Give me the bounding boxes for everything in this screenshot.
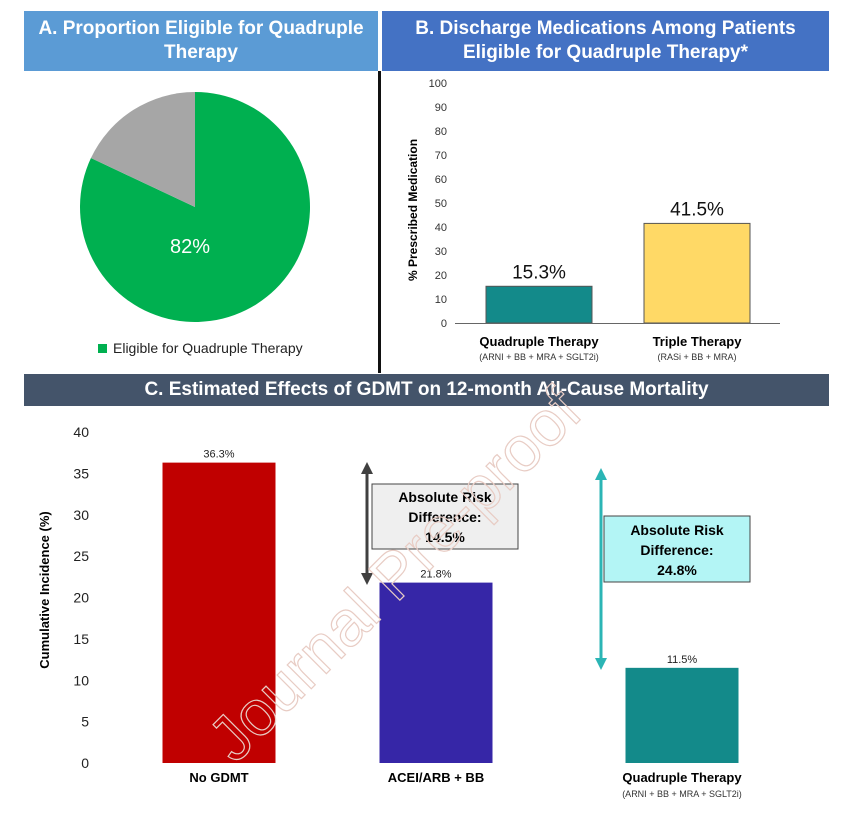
- risk-difference-2-line2: Difference:: [640, 542, 713, 558]
- panel-c-y-tick: 30: [73, 507, 89, 523]
- panel-b-category-triple: Triple Therapy: [653, 334, 743, 349]
- panel-c-y-tick: 15: [73, 631, 89, 647]
- bar-chart-c: 0 5 10 15 20 25 30 35 40 36.3% 21.8% 11.5%: [73, 424, 739, 771]
- panel-b-title: B. Discharge Medications Among Patients …: [382, 11, 829, 71]
- panel-c-category-quadruple: Quadruple Therapy: [622, 770, 742, 785]
- panel-b-y-tick: 50: [435, 198, 447, 210]
- panel-c-bar-2: [625, 667, 739, 763]
- panel-b-sublabel-triple: (RASi + BB + MRA): [657, 352, 736, 362]
- panel-c-sublabel-quadruple: (ARNI + BB + MRA + SGLT2i): [622, 789, 742, 799]
- panel-b-y-tick: 60: [435, 174, 447, 186]
- panel-c-category-acei: ACEI/ARB + BB: [388, 770, 484, 785]
- pie-legend: Eligible for Quadruple Therapy: [98, 340, 303, 356]
- panel-c-category-no-gdmt: No GDMT: [189, 770, 248, 785]
- risk-difference-box-2: [603, 515, 751, 583]
- panel-c-data-label-2: 11.5%: [667, 654, 698, 666]
- panel-b-y-tick: 90: [435, 102, 447, 114]
- panel-a-title: A. Proportion Eligible for Quadruple The…: [24, 11, 378, 71]
- panel-c-title: C. Estimated Effects of GDMT on 12-month…: [24, 374, 829, 406]
- panel-b-y-axis-label: % Prescribed Medication: [406, 139, 420, 281]
- panel-divider: [378, 71, 381, 373]
- panel-c-y-axis-label: Cumulative Incidence (%): [37, 511, 52, 668]
- panel-b-y-tick: 10: [435, 294, 447, 306]
- panel-c-y-tick: 5: [81, 714, 89, 730]
- panel-b-y-tick: 30: [435, 246, 447, 258]
- bar-chart-b: 0 10 20 30 40 50 60 70 80 90 100 15.3% 41.5%: [429, 78, 780, 330]
- risk-difference-box-1: [371, 483, 519, 550]
- panel-b-y-tick: 20: [435, 270, 447, 282]
- pie-slice-other: [90, 92, 195, 207]
- panel-b-sublabel-quadruple: (ARNI + BB + MRA + SGLT2i): [479, 352, 599, 362]
- panel-b-category-quadruple: Quadruple Therapy: [479, 334, 599, 349]
- panel-b-y-tick: 40: [435, 222, 447, 234]
- panel-c-y-tick: 35: [73, 465, 89, 481]
- panel-b-bar-0: [485, 285, 593, 324]
- risk-difference-1-line1: Absolute Risk: [398, 489, 492, 505]
- pie-percent-label: 82%: [170, 236, 210, 258]
- panel-b-data-label-1: 41.5%: [670, 199, 724, 220]
- panel-c-bar-0: [162, 462, 276, 763]
- risk-difference-1-value: 14.5%: [425, 529, 465, 545]
- panel-b-y-tick: 0: [441, 318, 447, 330]
- risk-difference-2-value: 24.8%: [657, 562, 697, 578]
- panel-c-data-label-1: 21.8%: [420, 569, 451, 581]
- panel-b-data-label-0: 15.3%: [512, 262, 566, 283]
- panel-c-y-tick: 40: [73, 424, 89, 440]
- panel-c-y-tick: 0: [81, 755, 89, 771]
- panel-b-y-tick: 100: [429, 78, 447, 90]
- panel-b-y-tick: 80: [435, 126, 447, 138]
- risk-difference-2-line1: Absolute Risk: [630, 522, 724, 538]
- panel-b-bar-1: [643, 222, 751, 324]
- panel-c-bar-1: [379, 582, 493, 763]
- panel-c-y-tick: 20: [73, 590, 89, 606]
- panel-c-y-tick: 10: [73, 672, 89, 688]
- risk-difference-arrow-2: Absolute Risk Difference: 24.8%: [595, 468, 751, 670]
- risk-difference-1-line2: Difference:: [408, 509, 481, 525]
- panel-b-y-tick: 70: [435, 150, 447, 162]
- panel-c-data-label-0: 36.3%: [203, 449, 234, 461]
- legend-label-eligible: Eligible for Quadruple Therapy: [113, 340, 303, 356]
- legend-swatch-eligible: [98, 343, 107, 353]
- pie-chart: 82%: [80, 92, 310, 322]
- risk-difference-arrow-1: Absolute Risk Difference: 14.5%: [361, 462, 519, 585]
- panel-c-y-tick: 25: [73, 548, 89, 564]
